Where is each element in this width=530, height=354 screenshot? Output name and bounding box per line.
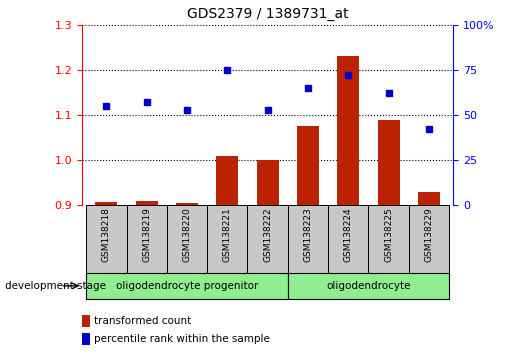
Text: GSM138218: GSM138218 <box>102 207 111 262</box>
Bar <box>176 203 198 205</box>
Bar <box>409 205 449 273</box>
Bar <box>248 205 288 273</box>
Text: development stage: development stage <box>5 281 107 291</box>
Text: transformed count: transformed count <box>94 316 192 326</box>
Text: oligodendrocyte: oligodendrocyte <box>326 281 411 291</box>
Text: oligodendrocyte progenitor: oligodendrocyte progenitor <box>116 281 258 291</box>
Bar <box>207 205 248 273</box>
Bar <box>127 205 167 273</box>
Bar <box>82 315 90 327</box>
Bar <box>167 205 207 273</box>
Bar <box>216 156 238 205</box>
Text: GSM138224: GSM138224 <box>344 207 353 262</box>
Bar <box>86 205 127 273</box>
Text: GSM138229: GSM138229 <box>425 207 434 262</box>
Bar <box>418 192 440 205</box>
Bar <box>288 273 449 299</box>
Bar <box>95 202 118 205</box>
Text: GSM138221: GSM138221 <box>223 207 232 262</box>
Text: GSM138223: GSM138223 <box>304 207 313 262</box>
Text: percentile rank within the sample: percentile rank within the sample <box>94 334 270 344</box>
Bar <box>377 120 400 205</box>
Bar <box>82 333 90 345</box>
Text: GSM138219: GSM138219 <box>142 207 151 262</box>
Bar <box>257 160 279 205</box>
Text: GSM138225: GSM138225 <box>384 207 393 262</box>
Bar <box>337 56 359 205</box>
Title: GDS2379 / 1389731_at: GDS2379 / 1389731_at <box>187 7 348 21</box>
Bar <box>328 205 368 273</box>
Bar <box>297 126 319 205</box>
Bar <box>86 273 288 299</box>
Text: GSM138222: GSM138222 <box>263 207 272 262</box>
Bar <box>288 205 328 273</box>
Text: GSM138220: GSM138220 <box>182 207 191 262</box>
Bar <box>368 205 409 273</box>
Bar <box>136 201 158 205</box>
